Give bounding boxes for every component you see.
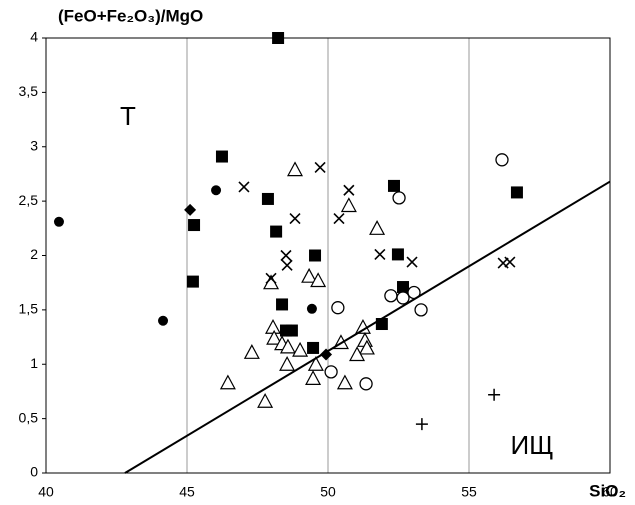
marker [310, 272, 327, 288]
marker [279, 338, 296, 354]
x-tick-label: 55 [461, 484, 477, 500]
y-tick-label: 1 [30, 355, 38, 371]
marker [415, 418, 428, 431]
marker [243, 344, 260, 359]
marker [292, 341, 309, 357]
marker [358, 339, 375, 355]
marker [488, 388, 501, 401]
marker [270, 225, 283, 238]
marker [279, 355, 296, 371]
marker [158, 315, 169, 326]
marker [307, 355, 324, 371]
marker [343, 184, 355, 196]
marker [301, 267, 318, 283]
marker [266, 329, 283, 345]
marker [384, 289, 398, 303]
marker [392, 191, 406, 205]
marker [265, 272, 277, 284]
marker [369, 220, 386, 235]
marker [272, 32, 285, 44]
plot-frame [45, 37, 611, 474]
marker [215, 150, 228, 163]
marker [324, 365, 338, 379]
marker [333, 212, 345, 225]
marker [184, 203, 197, 216]
marker [188, 219, 201, 232]
marker [287, 161, 304, 177]
marker [387, 179, 400, 192]
y-tick-label: 3 [30, 137, 38, 153]
y-tick-label: 2,5 [19, 192, 39, 208]
y-tick-label: 3,5 [19, 83, 39, 99]
marker [375, 318, 388, 331]
y-axis-label: (FeO+Fe₂O₃)/MgO [58, 6, 203, 25]
marker [306, 303, 317, 314]
region-label: Т [120, 101, 136, 131]
marker [261, 192, 274, 205]
x-tick-label: 60 [602, 484, 618, 500]
marker [53, 216, 64, 227]
marker [349, 346, 366, 362]
marker [238, 181, 250, 193]
marker [340, 197, 357, 213]
marker [359, 377, 373, 391]
marker [289, 212, 301, 225]
marker [307, 341, 320, 354]
marker [309, 249, 322, 262]
marker [314, 161, 326, 173]
marker [285, 324, 298, 337]
marker [276, 298, 289, 311]
marker [374, 248, 386, 260]
marker [495, 153, 509, 167]
marker [510, 186, 523, 199]
x-tick-label: 40 [38, 484, 54, 500]
marker [396, 291, 410, 305]
y-tick-label: 4 [30, 29, 38, 45]
marker [336, 374, 353, 390]
y-tick-label: 0 [30, 464, 38, 480]
y-tick-label: 0,5 [19, 409, 39, 425]
marker [211, 185, 222, 196]
boundary-line [124, 180, 611, 474]
marker [257, 392, 274, 408]
y-tick-label: 2 [30, 246, 38, 262]
y-tick-label: 1,5 [19, 301, 39, 317]
marker [331, 301, 345, 315]
marker [186, 275, 199, 288]
marker [305, 370, 322, 385]
x-axis-label: SiO₂ [589, 481, 626, 500]
marker [219, 374, 236, 390]
marker [414, 303, 428, 317]
marker [280, 249, 292, 262]
marker [406, 256, 418, 268]
marker [281, 259, 293, 271]
x-tick-label: 50 [320, 484, 336, 500]
region-label: ИЩ [510, 430, 553, 460]
marker [265, 319, 282, 334]
marker [504, 256, 516, 268]
marker [397, 281, 410, 294]
x-tick-label: 45 [179, 484, 195, 500]
marker [391, 248, 404, 261]
